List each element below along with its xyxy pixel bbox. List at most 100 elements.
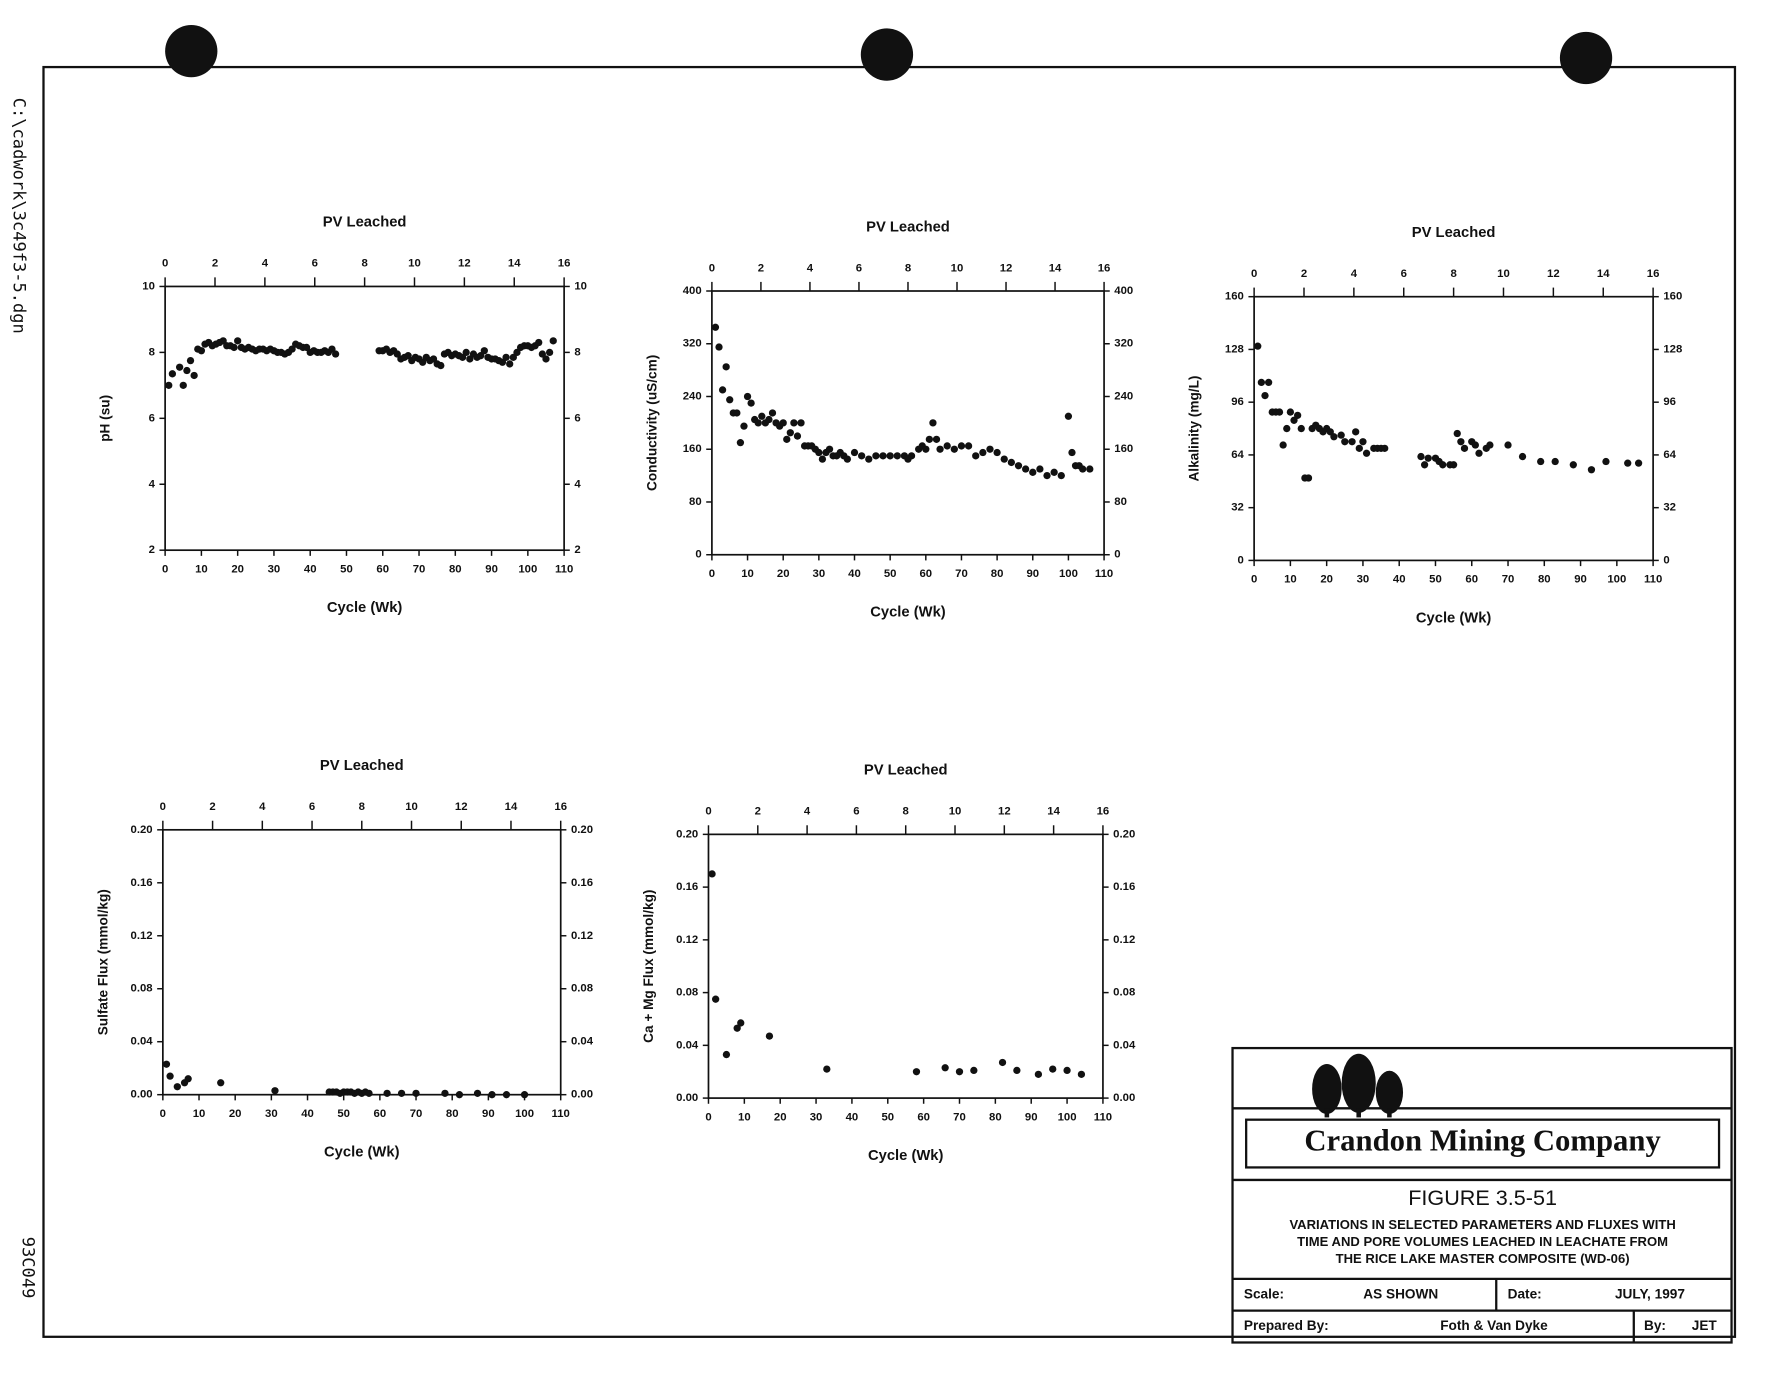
data-point [1537,457,1545,466]
y-axis-label: Alkalinity (mg/L) [1187,376,1202,482]
data-point [1036,465,1044,473]
x-tick-label: 40 [1393,574,1406,586]
data-point [736,439,745,447]
y-tick-label: 0.04 [676,1039,699,1051]
x-tick-label: 40 [846,1111,859,1123]
data-point [1348,438,1356,446]
data-point [872,452,880,460]
data-point [786,429,794,437]
data-point [175,363,184,371]
data-point [1381,444,1389,452]
data-point [790,419,798,427]
x2-tick-label: 6 [853,806,859,818]
x2-tick-label: 6 [1401,268,1407,280]
data-point [815,448,823,457]
data-point [441,1089,449,1097]
x-tick-label: 0 [705,1111,711,1123]
data-point [1297,424,1305,433]
y2-tick-label: 0.08 [571,983,593,995]
data-point [1086,465,1094,473]
trunk [1356,1108,1361,1118]
x-tick-label: 60 [374,1108,387,1120]
data-point [1057,471,1065,480]
data-point [765,415,773,424]
x2-tick-label: 8 [903,806,909,818]
data-point [473,1089,482,1097]
x-tick-label: 10 [738,1111,751,1123]
x-tick-label: 50 [1429,574,1442,586]
x-tick-label: 50 [884,568,897,580]
data-point [1624,459,1632,467]
data-point [1449,461,1458,469]
x2-tick-label: 16 [1097,806,1110,818]
x2-tick-label: 2 [212,258,218,270]
data-point [197,347,206,355]
company-name: Crandon Mining Company [1304,1124,1661,1158]
x2-tick-label: 10 [405,801,418,813]
y2-tick-label: 160 [1663,291,1682,303]
y-tick-label: 32 [1231,502,1244,514]
y-tick-label: 4 [149,478,156,490]
data-point [722,363,730,371]
data-point [506,360,514,368]
data-point [922,445,930,453]
x-tick-label: 40 [848,568,861,580]
x2-tick-label: 0 [162,258,168,270]
y-tick-label: 0.08 [676,987,698,999]
x-tick-label: 70 [1502,574,1515,586]
y-tick-label: 400 [683,285,702,297]
y-tick-label: 0.00 [676,1092,698,1104]
x-axis-label: Cycle (Wk) [324,1145,400,1161]
x2-tick-label: 4 [804,806,811,818]
data-point [1634,459,1643,467]
data-point [1261,391,1269,400]
data-point [779,419,787,427]
data-point [793,432,802,440]
x-tick-label: 90 [1025,1111,1038,1123]
y2-tick-label: 0.04 [571,1036,594,1048]
y2-tick-label: 96 [1663,396,1676,408]
y-tick-label: 6 [149,412,155,424]
x2-tick-label: 6 [856,262,862,274]
y-tick-label: 0.20 [131,824,153,836]
data-point [190,371,198,380]
x2-tick-label: 0 [1251,268,1257,280]
x-axis-label: Cycle (Wk) [327,600,403,616]
x2-tick-label: 12 [1547,268,1560,280]
data-point [542,355,550,363]
x-tick-label: 100 [1607,574,1626,586]
x-tick-label: 110 [1644,574,1662,586]
x-tick-label: 80 [1538,574,1551,586]
y-tick-label: 128 [1225,343,1244,355]
x-tick-label: 60 [1465,574,1478,586]
x-tick-label: 70 [413,564,426,576]
x-tick-label: 50 [337,1108,350,1120]
data-point [1021,465,1030,473]
data-point [168,370,177,378]
y2-tick-label: 64 [1663,449,1676,461]
y2-tick-label: 8 [574,346,580,358]
figure-caption: TIME AND PORE VOLUMES LEACHED IN LEACHAT… [1297,1234,1668,1249]
y-tick-label: 96 [1231,396,1244,408]
binder-hole [860,28,914,81]
y2-tick-label: 2 [574,544,580,556]
x-tick-label: 0 [160,1108,166,1120]
y-tick-label: 0.16 [676,881,698,893]
x2-tick-label: 10 [949,806,962,818]
y-tick-label: 64 [1231,449,1244,461]
data-point [929,419,937,427]
y2-tick-label: 160 [1114,443,1133,455]
data-point [549,337,557,345]
data-point [1587,466,1596,474]
data-point [865,455,873,463]
x-tick-label: 80 [446,1108,459,1120]
data-point [166,1072,174,1080]
x-tick-label: 20 [777,568,790,580]
x-axis-label: Cycle (Wk) [1416,610,1492,626]
chart-title: PV Leached [323,215,407,231]
data-point [1254,342,1262,350]
y-tick-label: 0.16 [131,877,153,889]
data-point [234,337,242,345]
y-tick-label: 160 [1225,291,1244,303]
